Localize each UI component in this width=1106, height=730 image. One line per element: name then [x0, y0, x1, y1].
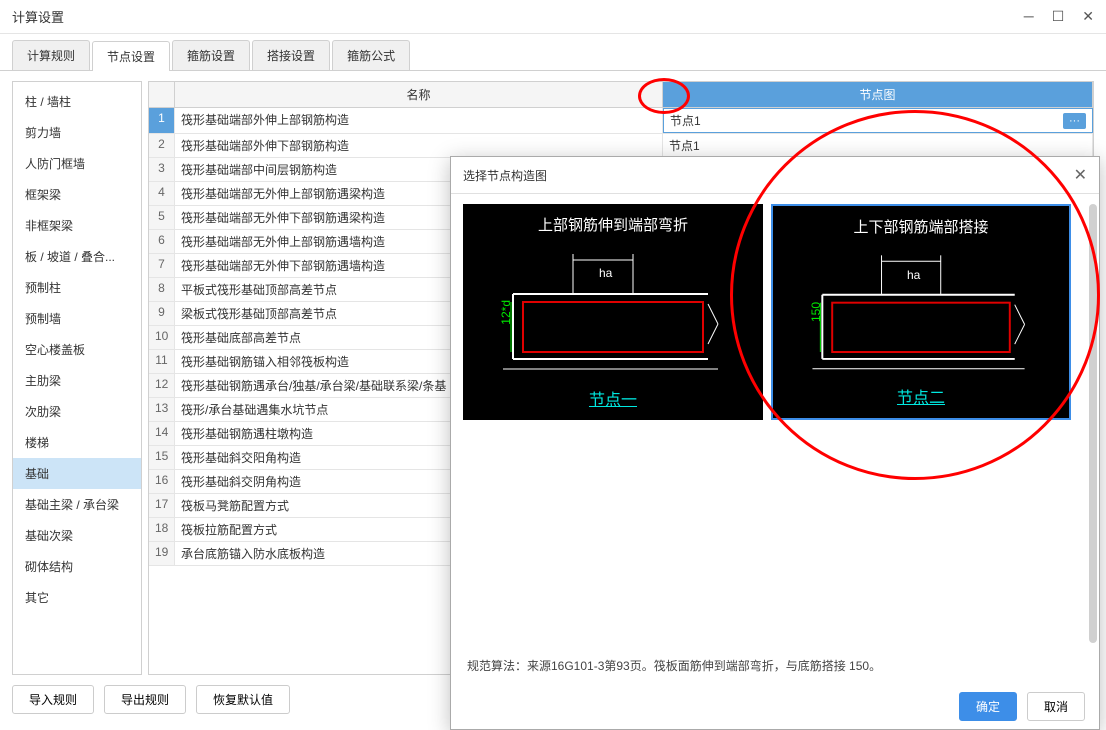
- sidebar-item-3[interactable]: 框架梁: [13, 179, 141, 210]
- footer-button-2[interactable]: 恢复默认值: [196, 685, 290, 714]
- row-num: 14: [149, 422, 175, 445]
- table-row[interactable]: 1筏形基础端部外伸上部钢筋构造节点1···: [149, 108, 1093, 134]
- row-num: 19: [149, 542, 175, 565]
- diagram-ha: ha: [907, 268, 920, 282]
- diagram-0[interactable]: 上部钢筋伸到端部弯折 ha 12*d 节点一: [463, 204, 763, 420]
- ellipsis-icon[interactable]: ···: [1063, 113, 1086, 129]
- scrollbar[interactable]: [1089, 204, 1097, 643]
- tabs: 计算规则节点设置箍筋设置搭接设置箍筋公式: [0, 34, 1106, 71]
- dialog-note: 规范算法：来源16G101-3第93页。筏板面筋伸到端部弯折，与底筋搭接 150…: [451, 653, 1099, 684]
- row-num: 8: [149, 278, 175, 301]
- row-num: 7: [149, 254, 175, 277]
- row-num: 10: [149, 326, 175, 349]
- node-dialog: 选择节点构造图 ✕ 上部钢筋伸到端部弯折 ha 12*d 节点一 上下部钢筋端部搭接 ha…: [450, 156, 1100, 730]
- row-node[interactable]: 节点1···: [663, 108, 1093, 133]
- row-num: 12: [149, 374, 175, 397]
- tab-4[interactable]: 箍筋公式: [332, 40, 410, 70]
- row-node[interactable]: 节点1: [663, 134, 1093, 157]
- row-num: 17: [149, 494, 175, 517]
- cancel-button[interactable]: 取消: [1027, 692, 1085, 721]
- window-title: 计算设置: [12, 7, 64, 26]
- tab-1[interactable]: 节点设置: [92, 41, 170, 71]
- row-num: 3: [149, 158, 175, 181]
- title-bar: 计算设置 ─ ☐ ✕: [0, 0, 1106, 34]
- diagram-vdim: 12*d: [499, 300, 513, 325]
- sidebar-item-8[interactable]: 空心楼盖板: [13, 334, 141, 365]
- dialog-close-icon[interactable]: ✕: [1074, 165, 1087, 185]
- sidebar-item-1[interactable]: 剪力墙: [13, 117, 141, 148]
- row-num: 4: [149, 182, 175, 205]
- th-num: [149, 82, 175, 108]
- diagram-1[interactable]: 上下部钢筋端部搭接 ha 150 节点二: [771, 204, 1071, 420]
- row-name: 筏形基础端部外伸下部钢筋构造: [175, 134, 663, 157]
- maximize-icon[interactable]: ☐: [1052, 8, 1065, 25]
- dialog-header: 选择节点构造图 ✕: [451, 157, 1099, 194]
- tab-3[interactable]: 搭接设置: [252, 40, 330, 70]
- row-num: 2: [149, 134, 175, 157]
- row-name: 筏形基础端部外伸上部钢筋构造: [175, 108, 663, 133]
- dialog-footer: 确定 取消: [451, 684, 1099, 729]
- row-num: 6: [149, 230, 175, 253]
- sidebar-item-15[interactable]: 砌体结构: [13, 551, 141, 582]
- sidebar-item-13[interactable]: 基础主梁 / 承台梁: [13, 489, 141, 520]
- left-panel: 柱 / 墙柱剪力墙人防门框墙框架梁非框架梁板 / 坡道 / 叠合...预制柱预制…: [12, 81, 142, 675]
- diagram-title: 上部钢筋伸到端部弯折: [463, 214, 763, 235]
- tab-0[interactable]: 计算规则: [12, 40, 90, 70]
- row-num: 15: [149, 446, 175, 469]
- close-icon[interactable]: ✕: [1082, 8, 1094, 25]
- sidebar-item-12[interactable]: 基础: [13, 458, 141, 489]
- diagram-label: 节点一: [463, 386, 763, 410]
- window-controls: ─ ☐ ✕: [1024, 8, 1094, 25]
- th-node: 节点图: [663, 82, 1093, 108]
- diagram-title: 上下部钢筋端部搭接: [773, 216, 1069, 237]
- diagram-label: 节点二: [773, 384, 1069, 408]
- sidebar-item-7[interactable]: 预制墙: [13, 303, 141, 334]
- th-name: 名称: [175, 82, 663, 108]
- row-num: 9: [149, 302, 175, 325]
- row-num: 13: [149, 398, 175, 421]
- table-row[interactable]: 2筏形基础端部外伸下部钢筋构造节点1: [149, 134, 1093, 158]
- table-header: 名称 节点图: [149, 82, 1093, 108]
- footer-button-1[interactable]: 导出规则: [104, 685, 186, 714]
- tab-2[interactable]: 箍筋设置: [172, 40, 250, 70]
- sidebar-item-11[interactable]: 楼梯: [13, 427, 141, 458]
- ok-button[interactable]: 确定: [959, 692, 1017, 721]
- dialog-title: 选择节点构造图: [463, 167, 547, 184]
- sidebar-item-10[interactable]: 次肋梁: [13, 396, 141, 427]
- row-num: 5: [149, 206, 175, 229]
- dialog-body: 上部钢筋伸到端部弯折 ha 12*d 节点一 上下部钢筋端部搭接 ha 150 节点二: [451, 194, 1099, 653]
- sidebar-item-6[interactable]: 预制柱: [13, 272, 141, 303]
- sidebar-item-16[interactable]: 其它: [13, 582, 141, 613]
- row-num: 11: [149, 350, 175, 373]
- diagram-ha: ha: [599, 266, 612, 280]
- minimize-icon[interactable]: ─: [1024, 8, 1034, 25]
- footer-button-0[interactable]: 导入规则: [12, 685, 94, 714]
- row-num: 1: [149, 108, 175, 133]
- diagram-vdim: 150: [809, 302, 823, 322]
- sidebar-item-0[interactable]: 柱 / 墙柱: [13, 86, 141, 117]
- sidebar-item-2[interactable]: 人防门框墙: [13, 148, 141, 179]
- row-num: 18: [149, 518, 175, 541]
- row-num: 16: [149, 470, 175, 493]
- sidebar-item-5[interactable]: 板 / 坡道 / 叠合...: [13, 241, 141, 272]
- sidebar-item-14[interactable]: 基础次梁: [13, 520, 141, 551]
- sidebar-item-4[interactable]: 非框架梁: [13, 210, 141, 241]
- sidebar-item-9[interactable]: 主肋梁: [13, 365, 141, 396]
